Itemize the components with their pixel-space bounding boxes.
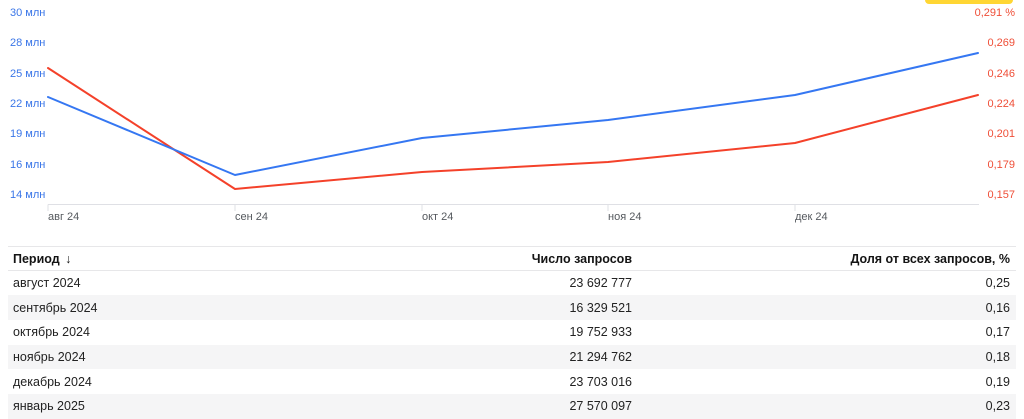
share-cell: 0,23 bbox=[985, 399, 1010, 414]
x-axis-tick: дек 24 bbox=[795, 211, 828, 223]
share-cell: 0,16 bbox=[985, 300, 1010, 315]
column-header-period-label: Период bbox=[13, 251, 60, 266]
table-header-row: Период ↓ Число запросов Доля от всех зап… bbox=[8, 246, 1016, 271]
table-row: сентябрь 2024 16 329 521 0,16 bbox=[8, 295, 1016, 320]
share-cell: 0,19 bbox=[985, 374, 1010, 389]
queries-cell: 23 692 777 bbox=[569, 276, 632, 291]
column-header-queries-label: Число запросов bbox=[531, 251, 632, 266]
queries-trend-chart[interactable]: 30 млн 28 млн 25 млн 22 млн 19 млн 16 мл… bbox=[0, 0, 1024, 232]
y-left-tick: 14 млн bbox=[10, 189, 46, 201]
table-row: август 2024 23 692 777 0,25 bbox=[8, 271, 1016, 296]
queries-cell: 21 294 762 bbox=[569, 349, 632, 364]
queries-table: Период ↓ Число запросов Доля от всех зап… bbox=[8, 246, 1016, 419]
y-left-tick: 19 млн bbox=[10, 128, 46, 140]
x-axis-tick: ноя 24 bbox=[608, 211, 642, 223]
y-left-tick: 28 млн bbox=[10, 37, 46, 49]
period-cell: ноябрь 2024 bbox=[13, 349, 86, 364]
column-header-queries[interactable]: Число запросов bbox=[308, 247, 638, 271]
y-right-tick: 0,157 bbox=[987, 189, 1015, 201]
column-header-share-label: Доля от всех запросов, % bbox=[850, 251, 1010, 266]
period-cell: сентябрь 2024 bbox=[13, 300, 98, 315]
table-row: октябрь 2024 19 752 933 0,17 bbox=[8, 320, 1016, 345]
chart-canvas[interactable] bbox=[0, 0, 1024, 232]
y-right-tick: 0,201 bbox=[987, 128, 1015, 140]
y-right-tick: 0,269 bbox=[987, 37, 1015, 49]
queries-cell: 27 570 097 bbox=[569, 399, 632, 414]
table-row: декабрь 2024 23 703 016 0,19 bbox=[8, 369, 1016, 394]
table-row: ноябрь 2024 21 294 762 0,18 bbox=[8, 344, 1016, 370]
period-cell: декабрь 2024 bbox=[13, 374, 92, 389]
column-header-share[interactable]: Доля от всех запросов, % bbox=[638, 247, 1016, 271]
queries-line-series bbox=[47, 52, 979, 176]
x-axis-tick: авг 24 bbox=[48, 211, 80, 223]
y-right-tick: 0,246 bbox=[987, 68, 1015, 80]
queries-cell: 23 703 016 bbox=[569, 374, 632, 389]
y-left-tick: 16 млн bbox=[10, 159, 46, 171]
x-axis-tick: сен 24 bbox=[235, 211, 268, 223]
y-left-tick: 22 млн bbox=[10, 98, 46, 110]
period-cell: август 2024 bbox=[13, 276, 81, 291]
period-cell: октябрь 2024 bbox=[13, 325, 90, 340]
y-right-tick: 0,179 bbox=[987, 159, 1015, 171]
y-right-tick: 0,291 % bbox=[974, 7, 1015, 19]
column-header-period[interactable]: Период ↓ bbox=[8, 247, 308, 271]
x-axis-ticks bbox=[47, 204, 796, 211]
top-accent-bar[interactable] bbox=[925, 0, 1013, 4]
y-right-tick: 0,224 bbox=[987, 98, 1015, 110]
share-line-series bbox=[47, 67, 979, 190]
y-left-tick: 25 млн bbox=[10, 68, 46, 80]
y-left-tick: 30 млн bbox=[10, 7, 46, 19]
x-axis-tick: окт 24 bbox=[422, 211, 454, 223]
queries-cell: 19 752 933 bbox=[569, 325, 632, 340]
table-row: январь 2025 27 570 097 0,23 bbox=[8, 393, 1016, 419]
period-cell: январь 2025 bbox=[13, 399, 85, 414]
share-cell: 0,17 bbox=[985, 325, 1010, 340]
queries-cell: 16 329 521 bbox=[569, 300, 632, 315]
sort-descending-icon[interactable]: ↓ bbox=[65, 251, 72, 266]
share-cell: 0,25 bbox=[985, 276, 1010, 291]
share-cell: 0,18 bbox=[985, 349, 1010, 364]
